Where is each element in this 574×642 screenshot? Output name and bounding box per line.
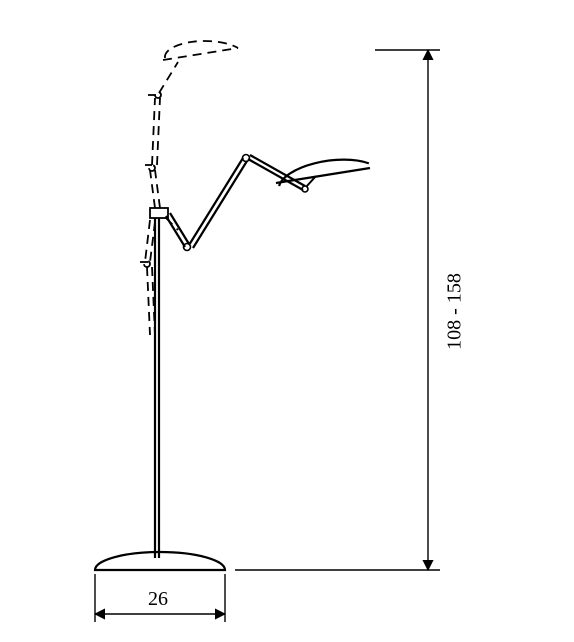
- lamp-drawing: [0, 0, 574, 642]
- dim-vertical: [235, 50, 440, 570]
- diagram-canvas: 108 - 158 26: [0, 0, 574, 642]
- ghost-arm-up: [145, 41, 238, 208]
- base-dimension-label: 26: [148, 588, 168, 611]
- height-dimension-label: 108 - 158: [444, 262, 467, 362]
